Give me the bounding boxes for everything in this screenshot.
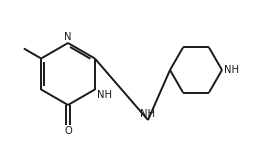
Text: NH: NH bbox=[97, 90, 112, 100]
Text: NH: NH bbox=[224, 65, 239, 75]
Text: O: O bbox=[64, 127, 72, 136]
Text: NH: NH bbox=[140, 109, 155, 119]
Text: N: N bbox=[64, 32, 72, 41]
